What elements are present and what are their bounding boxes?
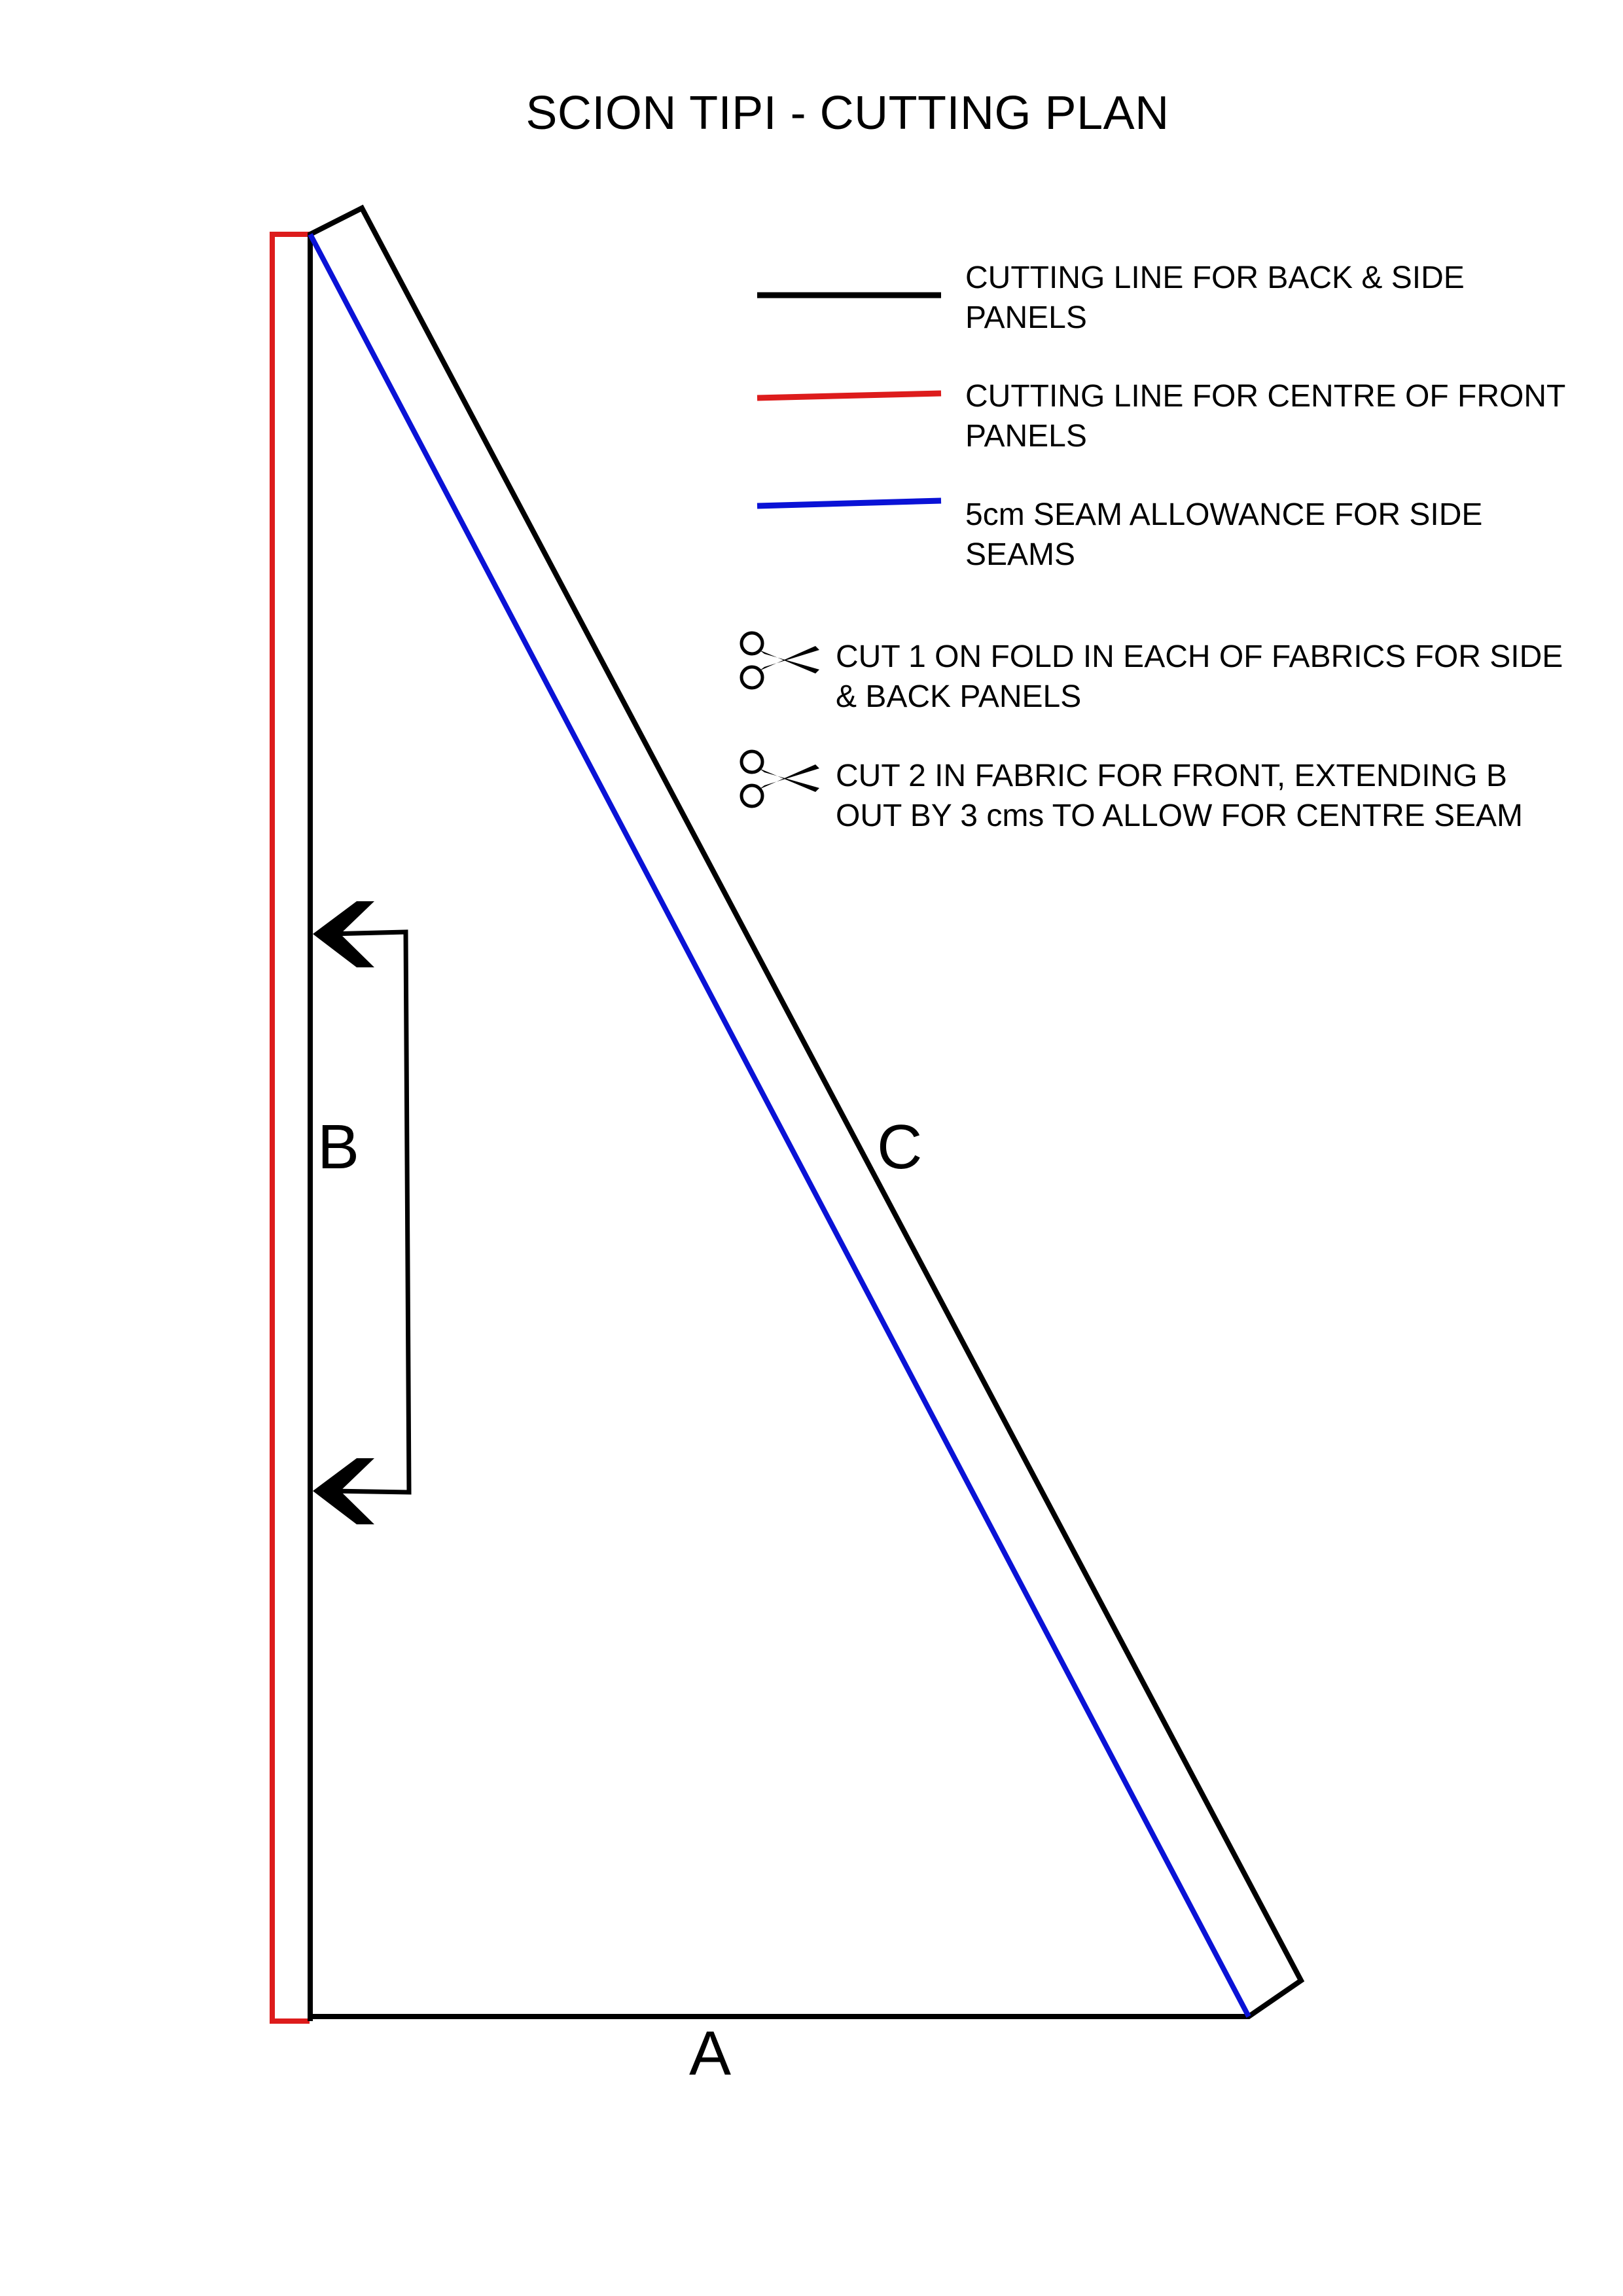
scissors-icon — [740, 749, 819, 808]
seam-allowance-line — [308, 233, 1251, 2018]
instruction-cut-1: CUT 1 ON FOLD IN EACH OF FABRICS FOR SID… — [836, 639, 1563, 714]
page-title: SCION TIPI - CUTTING PLAN — [526, 87, 1169, 140]
fold-arrow-top-icon — [313, 901, 374, 967]
legend-label-seam-allowance: 5cm SEAM ALLOWANCE FOR SIDE SEAMS — [965, 497, 1483, 572]
legend-label-back-side: CUTTING LINE FOR BACK & SIDE PANELS — [965, 260, 1465, 335]
fold-bracket — [330, 929, 412, 1495]
dimension-label-b: B — [317, 1112, 360, 1182]
fold-arrow-bottom-icon — [313, 1458, 374, 1524]
dimension-label-a: A — [689, 2018, 732, 2089]
legend-swatch-red — [757, 390, 942, 401]
scissors-icon — [740, 631, 819, 690]
instruction-cut-2: CUT 2 IN FABRIC FOR FRONT, EXTENDING B O… — [836, 759, 1523, 833]
legend-label-front-centre: CUTTING LINE FOR CENTRE OF FRONT PANELS — [965, 379, 1566, 454]
front-centre-cutting-line — [270, 232, 310, 2024]
dimension-label-c: C — [877, 1112, 923, 1182]
legend-swatch-blue — [757, 497, 942, 509]
back-side-cutting-line — [308, 204, 1305, 2021]
